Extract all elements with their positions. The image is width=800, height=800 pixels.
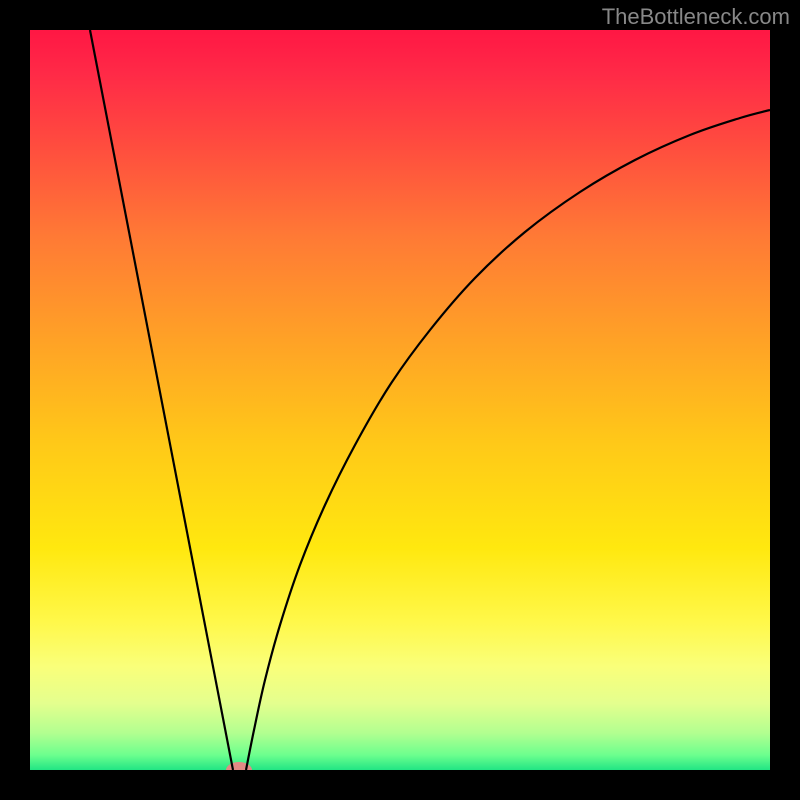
chart-container: TheBottleneck.com: [0, 0, 800, 800]
curve-layer: [30, 30, 770, 770]
curve-left-segment: [90, 30, 233, 770]
plot-area: [30, 30, 770, 770]
watermark-text: TheBottleneck.com: [602, 4, 790, 30]
curve-right-segment: [246, 110, 770, 770]
